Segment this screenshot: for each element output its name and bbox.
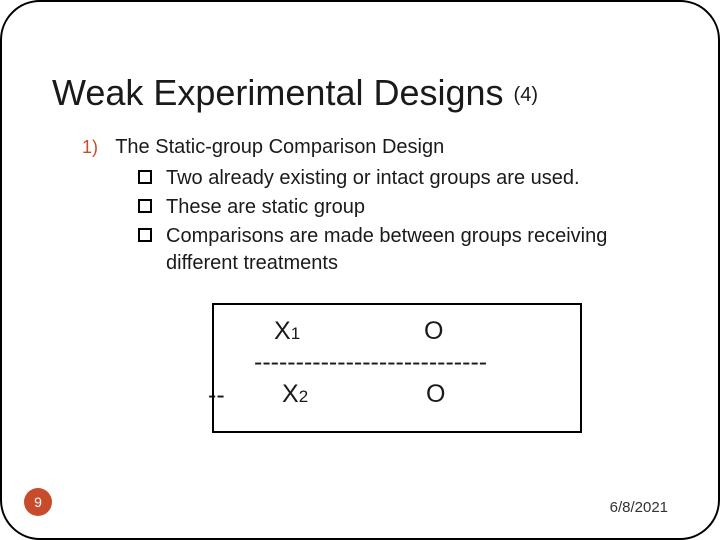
diagram-x1: X1 — [274, 315, 424, 349]
page-number-badge: 9 — [24, 488, 52, 516]
x2-sub: 2 — [299, 387, 308, 406]
diagram-row-1: X1 O — [214, 315, 580, 349]
list-item: Comparisons are made between groups rece… — [138, 223, 668, 277]
list-heading: The Static-group Comparison Design — [115, 136, 444, 158]
list-number: 1) — [82, 135, 110, 159]
list-item: Two already existing or intact groups ar… — [138, 165, 668, 192]
checkbox-icon — [138, 228, 152, 242]
bullet-list: Two already existing or intact groups ar… — [138, 165, 668, 277]
slide-frame: Weak Experimental Designs (4) 1) The Sta… — [0, 0, 720, 540]
diagram-x2: X2 — [282, 378, 426, 412]
list-item: These are static group — [138, 194, 668, 221]
diagram-o1: O — [424, 315, 443, 349]
checkbox-icon — [138, 170, 152, 184]
x1-label: X — [274, 317, 291, 345]
x2-label: X — [282, 380, 299, 408]
bullet-text: Comparisons are made between groups rece… — [166, 223, 668, 277]
bullet-text: These are static group — [166, 194, 365, 221]
footer-date: 6/8/2021 — [610, 499, 668, 516]
title-sub: (4) — [514, 84, 538, 106]
content-block: 1) The Static-group Comparison Design Tw… — [82, 134, 668, 433]
list-item-1: 1) The Static-group Comparison Design — [82, 134, 668, 161]
x1-sub: 1 — [291, 324, 300, 343]
bullet-text: Two already existing or intact groups ar… — [166, 165, 580, 192]
slide-title: Weak Experimental Designs (4) — [52, 72, 668, 114]
diagram-wrapper: -- X1 O ---------------------------- X2 … — [212, 303, 582, 433]
design-diagram: X1 O ---------------------------- X2 O — [212, 303, 582, 433]
title-main: Weak Experimental Designs — [52, 72, 514, 113]
diagram-separator: ---------------------------- — [214, 349, 580, 377]
page-number: 9 — [34, 494, 42, 510]
checkbox-icon — [138, 199, 152, 213]
diagram-row-2: X2 O — [214, 378, 580, 412]
diagram-o2: O — [426, 378, 445, 412]
